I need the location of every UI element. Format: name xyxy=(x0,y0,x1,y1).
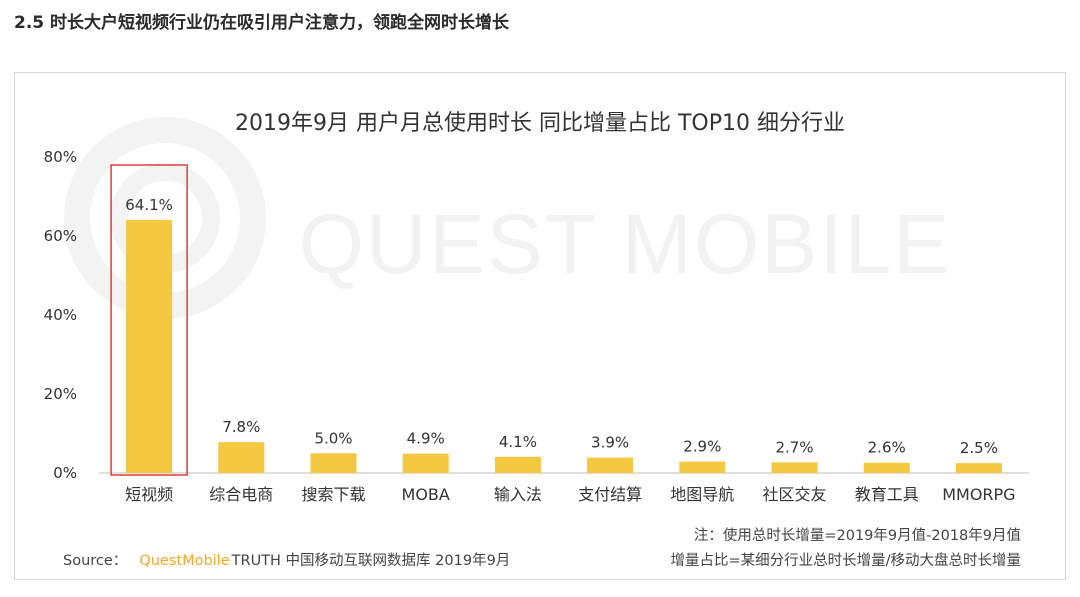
bar-value-label: 7.8% xyxy=(222,418,260,436)
bar xyxy=(494,456,541,473)
bar-value-label: 4.9% xyxy=(407,430,445,448)
highlight-box xyxy=(110,164,188,476)
category-label: 短视频 xyxy=(125,485,173,504)
bar-value-label: 2.7% xyxy=(775,438,813,456)
page-heading: 2.5 时长大户短视频行业仍在吸引用户注意力，领跑全网时长增长 xyxy=(14,13,510,33)
bar xyxy=(310,453,357,473)
category-label: 搜索下载 xyxy=(301,485,365,504)
category-label: MOBA xyxy=(402,485,450,504)
bar-value-label: 2.5% xyxy=(960,439,998,457)
bar xyxy=(218,442,265,473)
source-line: Source： QuestMobile TRUTH 中国移动互联网数据库 2019年… xyxy=(63,549,510,570)
category-label: 地图导航 xyxy=(670,485,734,504)
watermark: QUEST MOBILE xyxy=(64,117,952,319)
source-text: TRUTH 中国移动互联网数据库 2019年9月 xyxy=(231,553,511,569)
y-axis: 0% 20% 40% 60% 80% xyxy=(44,148,77,482)
chart-panel: QUEST MOBILE 2019年9月 用户月总使用时长 同比增量占比 TOP… xyxy=(14,72,1066,580)
category-label: 教育工具 xyxy=(855,485,919,504)
bar xyxy=(402,453,449,473)
bar-value-label: 64.1% xyxy=(125,196,173,214)
source-label: Source： xyxy=(63,553,128,569)
bar-chart: QUEST MOBILE 2019年9月 用户月总使用时长 同比增量占比 TOP… xyxy=(44,111,1029,504)
y-tick-label: 80% xyxy=(44,148,77,166)
category-label: 输入法 xyxy=(494,485,542,504)
bar-value-label: 2.9% xyxy=(683,438,721,456)
bar-value-label: 4.1% xyxy=(499,433,537,451)
bar xyxy=(679,461,726,473)
bar-value-label: 2.6% xyxy=(868,439,906,457)
category-label: MMORPG xyxy=(942,485,1015,504)
y-tick-label: 0% xyxy=(53,464,77,482)
y-tick-label: 40% xyxy=(44,306,77,324)
bar xyxy=(771,462,818,473)
category-label: 支付结算 xyxy=(578,485,642,504)
y-tick-label: 60% xyxy=(44,227,77,245)
chart-title: 2019年9月 用户月总使用时长 同比增量占比 TOP10 细分行业 xyxy=(235,111,845,136)
category-labels-group: 短视频 综合电商 搜索下载 MOBA 输入法 支付结算 地图导航 社区交友 教育工具 MMORPG xyxy=(125,485,1015,504)
source-brand: QuestMobile xyxy=(139,553,230,569)
bar xyxy=(587,457,634,473)
category-label: 社区交友 xyxy=(762,485,826,504)
watermark-text: QUEST MOBILE xyxy=(299,197,952,291)
category-label: 综合电商 xyxy=(209,485,273,504)
bar xyxy=(863,462,910,473)
bar-value-label: 3.9% xyxy=(591,434,629,452)
bar-value-label: 5.0% xyxy=(314,429,352,447)
bar xyxy=(955,463,1002,473)
bar-labels-group: 64.1% 7.8% 5.0% 4.9% 4.1% 3.9% 2.9% 2.7% 2.6% 2.5… xyxy=(125,196,998,457)
bars-group xyxy=(126,219,1002,473)
bar xyxy=(126,219,173,473)
note-share-definition: 增量占比=某细分行业总时长增量/移动大盘总时长增量 xyxy=(670,553,1021,569)
y-tick-label: 20% xyxy=(44,385,77,403)
note-usage-increment: 注：使用总时长增量=2019年9月值-2018年9月值 xyxy=(693,528,1021,544)
